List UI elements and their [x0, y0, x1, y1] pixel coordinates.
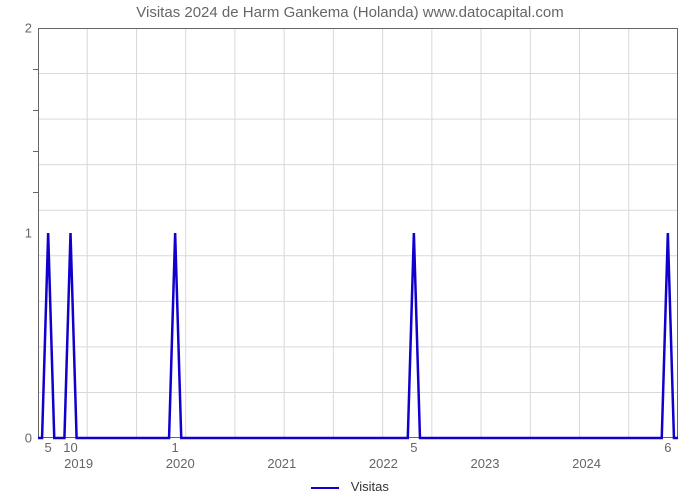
legend-swatch: [311, 487, 339, 489]
x-peak-label: 10: [63, 440, 77, 455]
x-year-label: 2024: [572, 456, 601, 471]
x-peak-label: 6: [664, 440, 671, 455]
x-peak-label: 5: [410, 440, 417, 455]
x-year-label: 2023: [471, 456, 500, 471]
chart-title: Visitas 2024 de Harm Gankema (Holanda) w…: [0, 4, 700, 21]
x-year-label: 2021: [267, 456, 296, 471]
plot-svg: [38, 28, 678, 438]
y-minor-tick: [33, 69, 38, 70]
legend: Visitas: [0, 479, 700, 494]
y-tick-label: 1: [0, 226, 32, 241]
y-minor-tick: [33, 151, 38, 152]
x-year-label: 2019: [64, 456, 93, 471]
chart-container: Visitas 2024 de Harm Gankema (Holanda) w…: [0, 0, 700, 500]
plot-area: [38, 28, 678, 438]
x-peak-label: 5: [45, 440, 52, 455]
x-year-label: 2020: [166, 456, 195, 471]
y-tick-label: 0: [0, 431, 32, 446]
x-peak-label: 1: [172, 440, 179, 455]
legend-label: Visitas: [351, 479, 389, 494]
y-minor-tick: [33, 110, 38, 111]
y-tick-label: 2: [0, 21, 32, 36]
x-year-label: 2022: [369, 456, 398, 471]
y-minor-tick: [33, 192, 38, 193]
